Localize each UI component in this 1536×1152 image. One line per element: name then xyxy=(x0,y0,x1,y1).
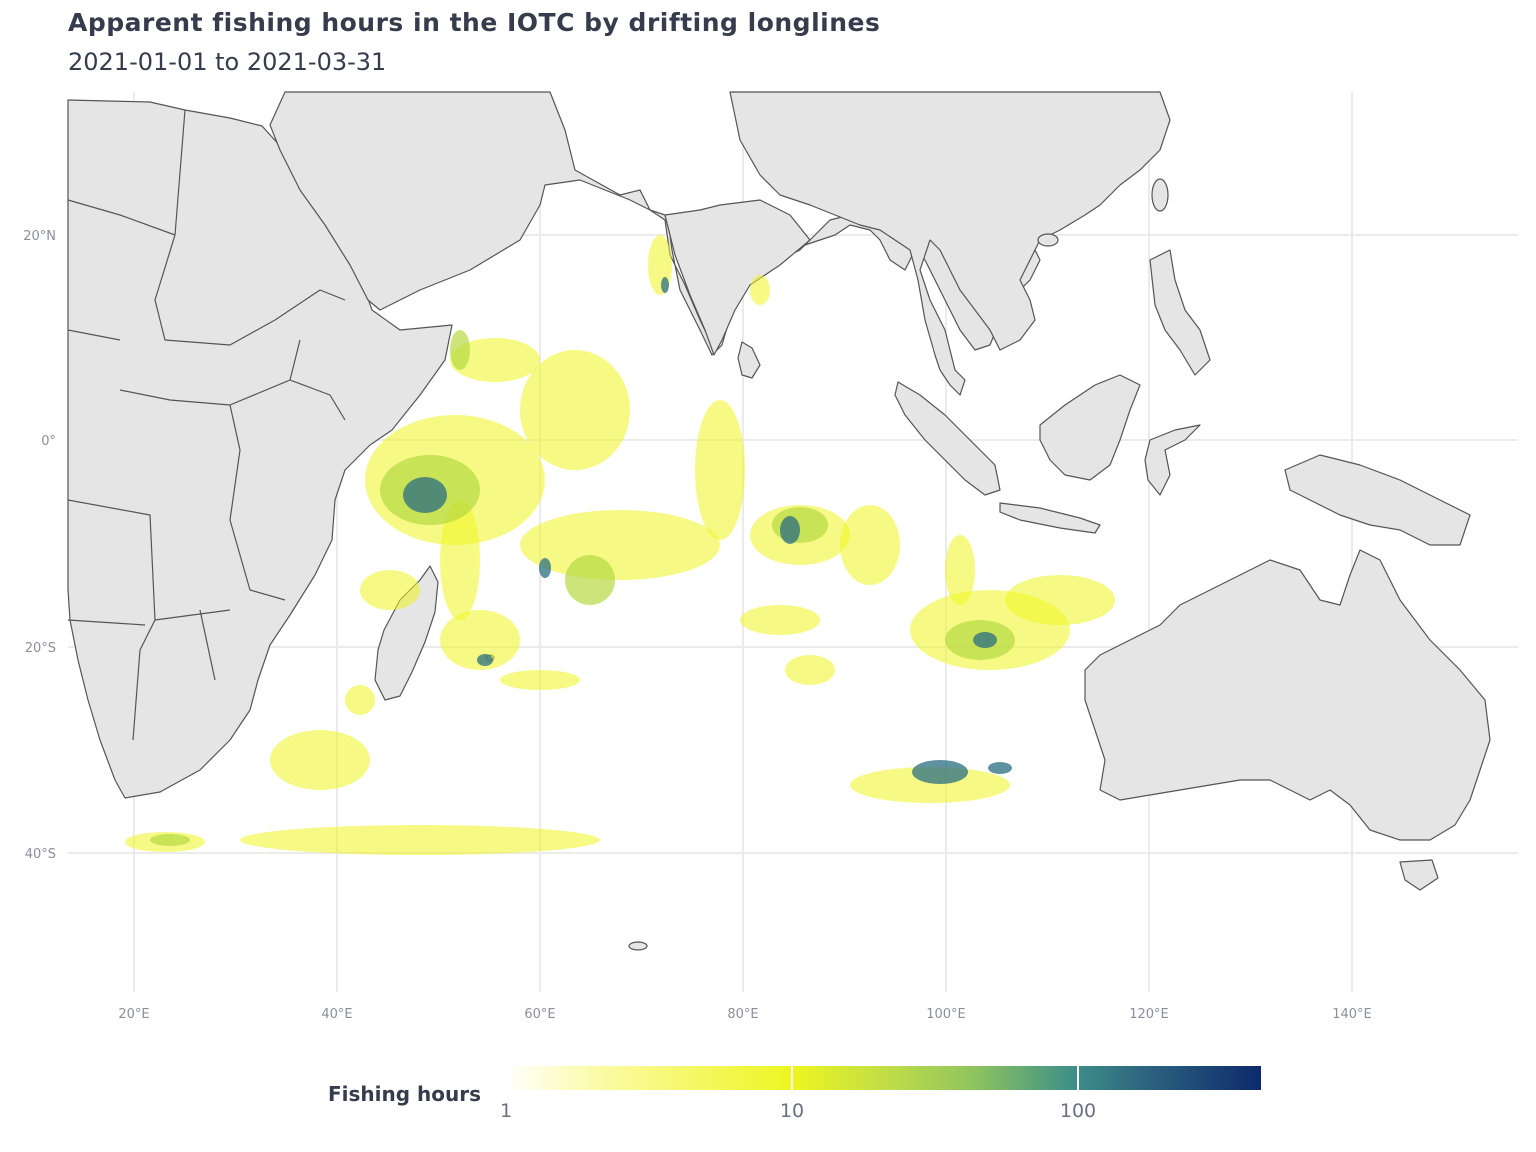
y-tick-label: 20°N xyxy=(23,229,56,244)
x-tick-label: 80°E xyxy=(727,1007,758,1022)
new-guinea xyxy=(1284,454,1471,546)
legend-tick xyxy=(1077,1066,1079,1090)
legend-label: 100 xyxy=(1059,1100,1097,1122)
legend-label: 1 xyxy=(499,1100,513,1122)
x-tick-label: 120°E xyxy=(1129,1007,1169,1022)
sri-lanka xyxy=(737,341,761,379)
x-tick-label: 60°E xyxy=(524,1007,555,1022)
tasmania xyxy=(1399,859,1439,891)
philippines xyxy=(1149,249,1211,376)
australia xyxy=(1084,549,1491,841)
legend-label: 10 xyxy=(779,1100,805,1122)
x-tick-label: 100°E xyxy=(926,1007,966,1022)
sumatra xyxy=(894,381,1001,496)
east-asia xyxy=(729,91,1171,396)
legend-title: Fishing hours xyxy=(328,1082,482,1106)
map-subtitle: 2021-01-01 to 2021-03-31 xyxy=(68,48,387,76)
legend-colorbar xyxy=(506,1066,1261,1090)
sulawesi xyxy=(1144,424,1201,496)
y-tick-label: 20°S xyxy=(25,641,56,656)
legend-tick xyxy=(791,1066,793,1090)
borneo xyxy=(1039,374,1141,481)
map-title: Apparent fishing hours in the IOTC by dr… xyxy=(68,8,881,37)
x-tick-label: 20°E xyxy=(118,1007,149,1022)
y-tick-label: 40°S xyxy=(25,847,56,862)
y-axis-labels: 20°N 0° 20°S 40°S xyxy=(23,229,56,862)
java xyxy=(999,502,1101,534)
x-axis-labels: 20°E 40°E 60°E 80°E 100°E 120°E 140°E xyxy=(118,1007,1371,1022)
y-tick-label: 0° xyxy=(41,434,56,449)
land xyxy=(67,91,1491,951)
x-tick-label: 40°E xyxy=(321,1007,352,1022)
x-tick-label: 140°E xyxy=(1332,1007,1372,1022)
fishing-effort xyxy=(125,235,1115,855)
india xyxy=(664,199,811,356)
